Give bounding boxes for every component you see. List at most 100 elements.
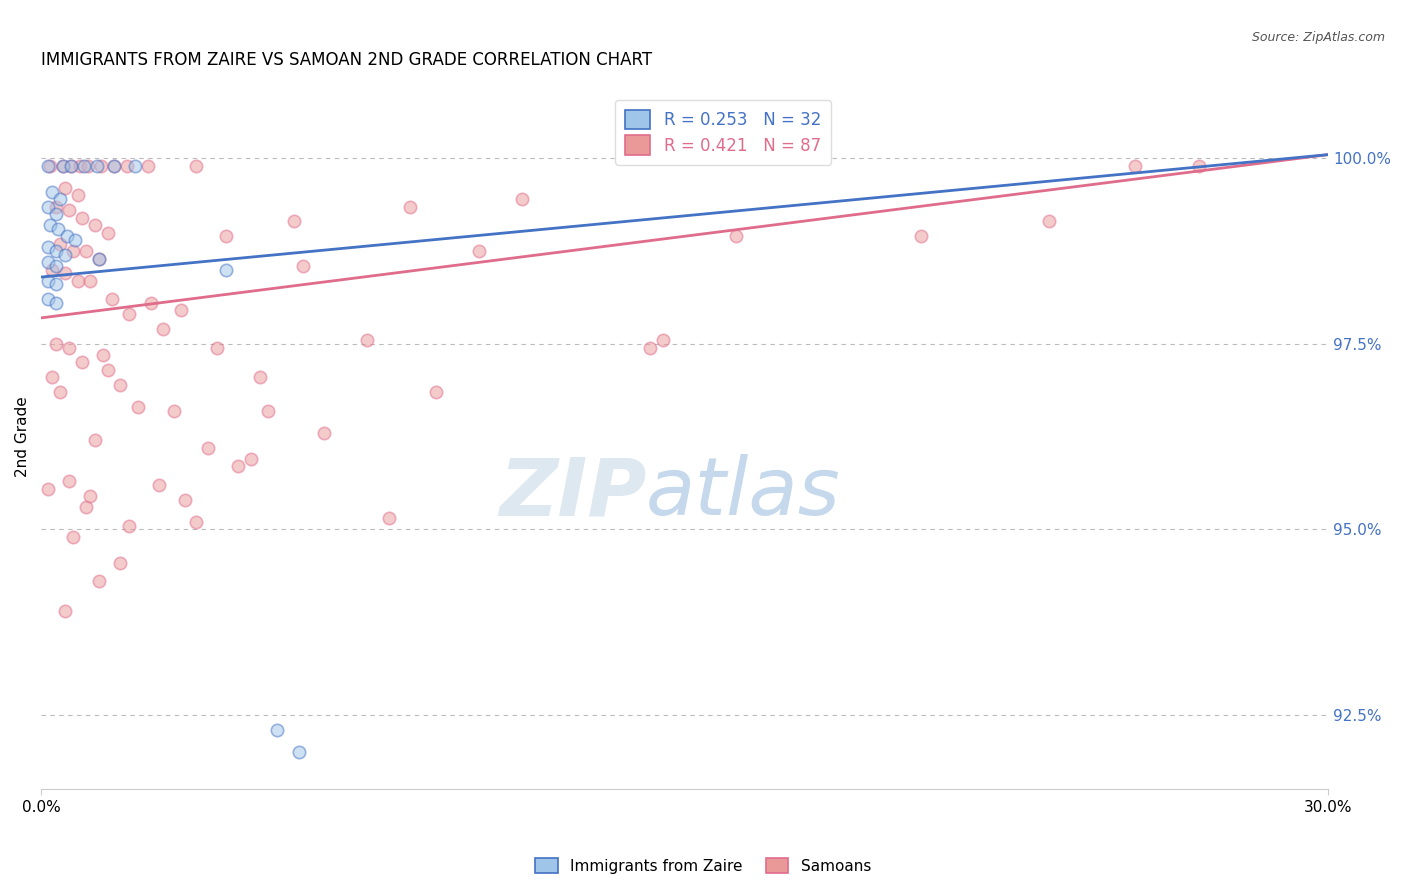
Point [58,203,80,218]
Point [425,385,447,400]
Point [184,159,207,173]
Text: IMMIGRANTS FROM ZAIRE VS SAMOAN 2ND GRADE CORRELATION CHART: IMMIGRANTS FROM ZAIRE VS SAMOAN 2ND GRAD… [41,51,652,69]
Point [97,363,120,377]
Point [45,207,67,221]
Point [49,236,72,251]
Point [49,385,72,400]
Point [510,192,533,206]
Point [45,259,67,273]
Point [214,229,236,244]
Point [118,307,141,321]
Point [83,218,105,232]
Point [1123,159,1146,173]
Point [58,474,80,488]
Point [163,403,186,417]
Point [45,244,67,259]
Point [45,277,67,292]
Point [228,459,250,474]
Point [53,604,76,618]
Point [49,192,72,206]
Point [87,252,110,266]
Point [152,322,174,336]
Point [148,478,170,492]
Point [725,229,748,244]
Point [37,255,59,269]
Point [70,211,93,225]
Point [45,200,67,214]
Point [83,434,105,448]
Point [287,745,309,759]
Point [56,229,79,244]
Point [77,159,100,173]
Legend: Immigrants from Zaire, Samoans: Immigrants from Zaire, Samoans [529,852,877,880]
Point [53,248,76,262]
Point [399,200,422,214]
Point [41,262,63,277]
Point [173,492,195,507]
Point [640,341,662,355]
Point [90,159,112,173]
Point [1038,214,1060,228]
Point [37,159,59,173]
Point [45,337,67,351]
Point [62,244,84,259]
Point [53,266,76,280]
Point [75,244,97,259]
Point [115,159,138,173]
Point [60,159,83,173]
Point [38,218,60,232]
Point [75,500,97,515]
Point [41,185,63,199]
Point [37,293,59,307]
Point [65,233,87,247]
Point [37,200,59,214]
Point [197,441,219,455]
Point [1188,159,1211,173]
Point [53,181,76,195]
Point [138,159,160,173]
Point [127,400,149,414]
Point [103,159,125,173]
Point [51,159,73,173]
Point [62,530,84,544]
Point [37,482,59,496]
Point [103,159,125,173]
Point [169,303,191,318]
Point [97,226,120,240]
Point [60,159,83,173]
Point [58,341,80,355]
Point [110,556,132,570]
Point [377,511,399,525]
Legend: R = 0.253   N = 32, R = 0.421   N = 87: R = 0.253 N = 32, R = 0.421 N = 87 [616,100,831,165]
Point [73,159,96,173]
Point [38,159,60,173]
Point [124,159,146,173]
Point [41,370,63,384]
Point [467,244,489,259]
Point [291,259,314,273]
Point [118,518,141,533]
Point [91,348,114,362]
Point [86,159,108,173]
Point [37,274,59,288]
Point [70,355,93,369]
Point [356,333,378,347]
Point [283,214,305,228]
Point [46,222,69,236]
Point [184,515,207,529]
Point [79,274,101,288]
Point [205,341,228,355]
Text: ZIP: ZIP [499,454,645,532]
Point [37,240,59,254]
Point [257,403,280,417]
Point [66,274,89,288]
Point [51,159,73,173]
Point [87,574,110,589]
Text: atlas: atlas [645,454,841,532]
Text: Source: ZipAtlas.com: Source: ZipAtlas.com [1251,31,1385,45]
Point [214,262,236,277]
Point [249,370,271,384]
Point [139,296,162,310]
Point [652,333,675,347]
Point [240,451,263,466]
